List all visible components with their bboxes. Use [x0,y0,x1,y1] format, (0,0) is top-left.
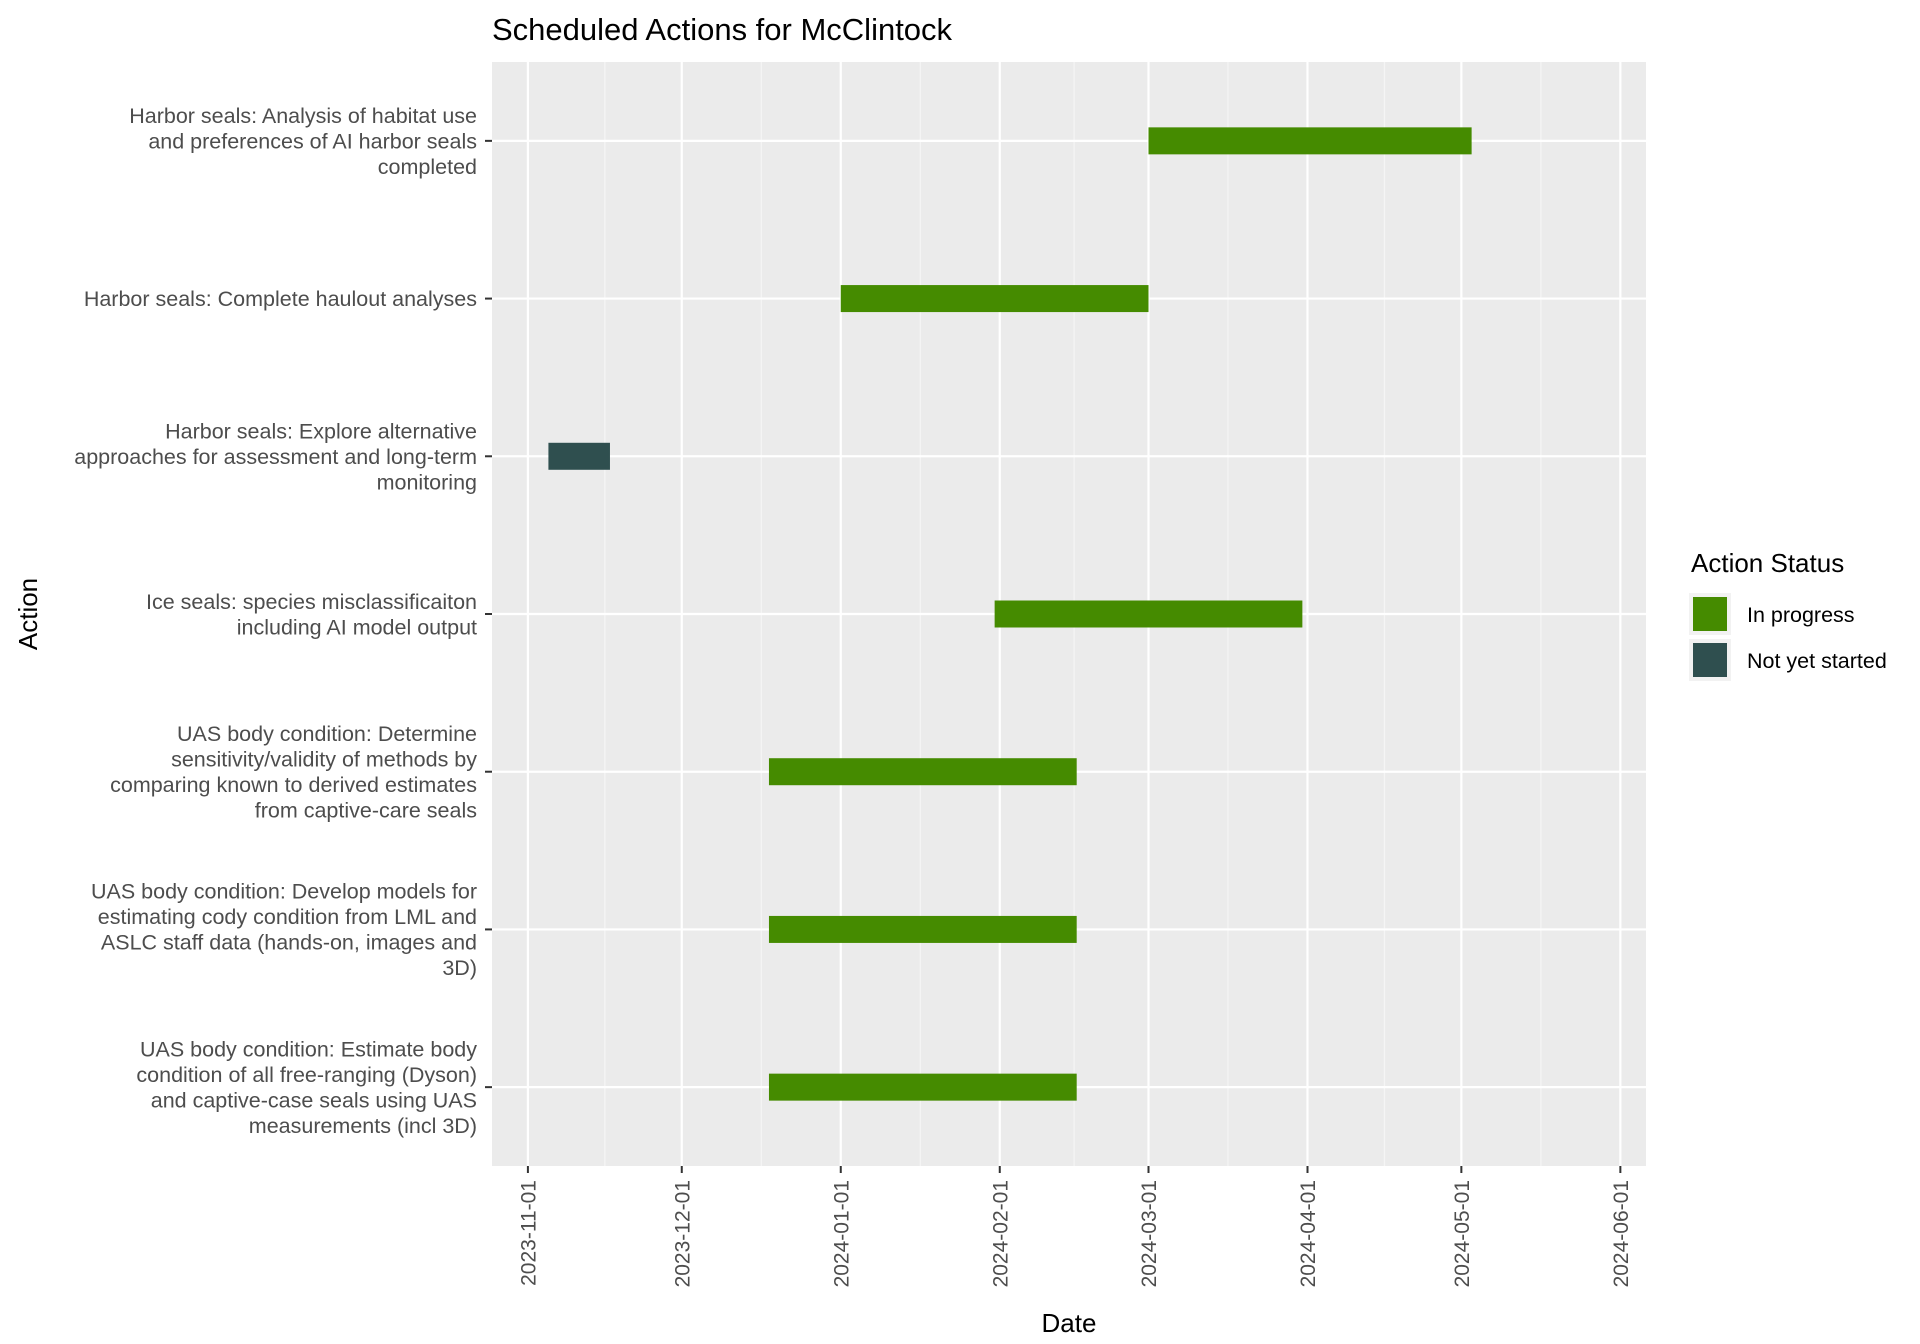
x-tick-label: 2023-11-01 [517,1180,540,1286]
task-bar [994,600,1303,628]
x-axis: 2023-11-01 2023-12-01 2024-01-01 2024-02-01… [517,1166,1633,1287]
y-tick-label-line: comparing known to derived estimates [110,773,477,797]
y-tick-label-line: from captive-care seals [255,798,477,822]
legend-label: Not yet started [1747,649,1887,673]
task-bar [548,442,610,470]
y-tick-label-line: including AI model output [237,615,477,639]
y-tick-label-line: Harbor seals: Explore alternative [165,419,477,443]
y-tick-label-line: Harbor seals: Analysis of habitat use [129,104,477,128]
y-tick-label-line: sensitivity/validity of methods by [171,747,477,771]
x-tick-label: 2024-05-01 [1451,1180,1474,1287]
y-tick-label-line: measurements (incl 3D) [249,1114,477,1138]
x-tick-label: 2024-04-01 [1297,1180,1320,1287]
x-tick-label: 2024-03-01 [1138,1180,1161,1287]
y-tick-label-line: estimating cody condition from LML and [98,905,477,929]
y-tick-label-line: and captive-case seals using UAS [151,1088,477,1112]
x-tick-label: 2024-06-01 [1610,1180,1633,1287]
legend: Action Status In progress Not yet started [1689,548,1887,681]
task-bar [768,758,1077,786]
y-axis-title: Action [13,578,43,650]
y-tick-label-line: UAS body condition: Determine [177,722,477,746]
task-bar [768,1073,1077,1101]
legend-title: Action Status [1691,548,1844,578]
y-tick-label-line: monitoring [377,470,477,494]
y-tick-label: Harbor seals: Explore alternative approac… [74,419,477,494]
y-tick-label: UAS body condition: Estimate body conditi… [136,1037,477,1138]
y-tick-label-line: condition of all free-ranging (Dyson) [136,1063,477,1087]
x-tick-label: 2023-12-01 [671,1180,694,1287]
task-bar [840,285,1149,313]
task-bar [1148,127,1472,155]
legend-swatch [1693,643,1727,677]
y-tick-label: Harbor seals: Complete haulout analyses [84,287,477,311]
y-tick-label-line: 3D) [442,956,477,980]
y-tick-label: Ice seals: species misclassificaiton incl… [146,590,477,640]
x-tick-label: 2024-01-01 [830,1180,853,1287]
y-tick-label-line: UAS body condition: Develop models for [91,880,477,904]
legend-swatch [1693,597,1727,631]
chart-title: Scheduled Actions for McClintock [492,12,953,47]
task-bar [768,915,1077,943]
y-tick-label-line: completed [378,155,477,179]
x-tick-label: 2024-02-01 [989,1180,1012,1287]
y-tick-label-line: UAS body condition: Estimate body [140,1037,477,1061]
y-tick-label: UAS body condition: Determine sensitivity… [110,722,477,823]
task-bars [548,127,1472,1101]
y-tick-label-line: Harbor seals: Complete haulout analyses [84,287,477,311]
y-tick-label-line: and preferences of AI harbor seals [148,129,477,153]
legend-label: In progress [1747,603,1855,627]
y-tick-label-line: approaches for assessment and long-term [74,445,477,469]
y-tick-label: Harbor seals: Analysis of habitat use and… [129,104,477,179]
legend-items: In progress Not yet started [1689,593,1887,681]
x-axis-title: Date [1042,1308,1097,1338]
y-tick-label-line: ASLC staff data (hands-on, images and [101,931,477,955]
y-tick-label-line: Ice seals: species misclassificaiton [146,590,477,614]
y-tick-label: UAS body condition: Develop models for es… [91,880,477,981]
y-axis: Harbor seals: Analysis of habitat use and… [74,104,492,1138]
